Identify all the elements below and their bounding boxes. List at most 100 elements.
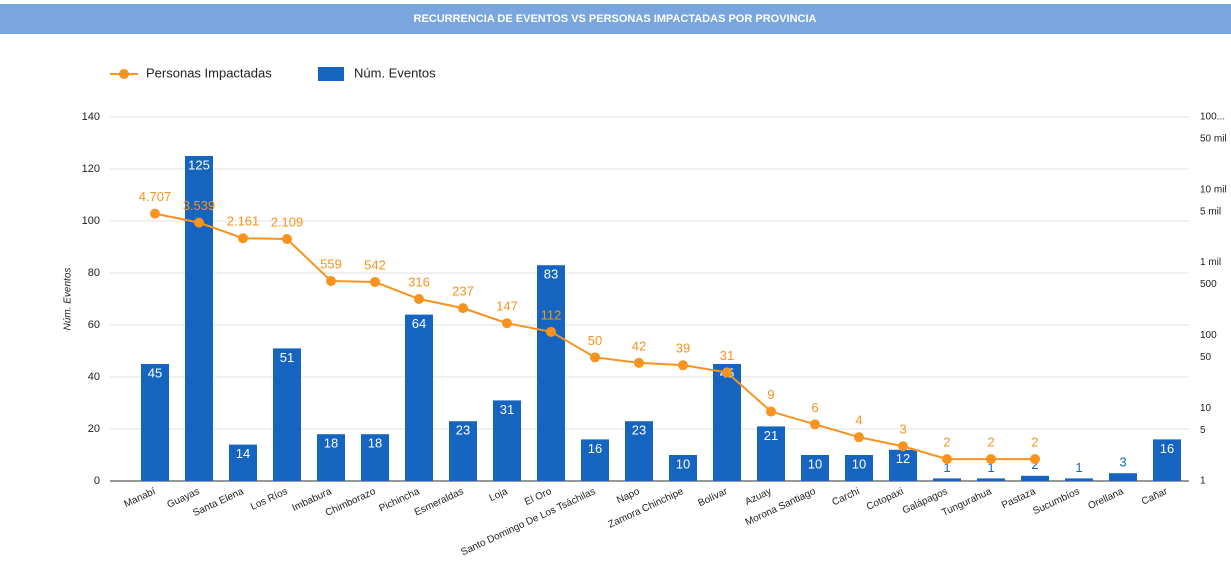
y2-tick-label: 100... [1200, 112, 1225, 123]
bar-value-label: 16 [1160, 441, 1174, 456]
bar-value-label: 10 [676, 456, 690, 471]
line-value-label: 50 [588, 333, 602, 348]
bar [1153, 439, 1181, 481]
x-tick-label: Bolívar [697, 486, 730, 509]
y-axis-label: Núm. Eventos [63, 268, 74, 331]
x-tick-label: El Oro [523, 486, 554, 508]
line-point [1030, 454, 1040, 465]
y2-tick-label: 10 [1200, 403, 1212, 414]
line-value-label: 316 [408, 274, 430, 289]
line-value-label: 4 [855, 413, 862, 428]
y2-tick-label: 5 mil [1200, 206, 1221, 217]
bar-value-label: 1 [943, 460, 950, 475]
bar-value-label: 2 [1031, 457, 1038, 472]
bar-value-label: 3 [1119, 455, 1126, 470]
line-value-label: 542 [364, 257, 386, 272]
bar [1021, 475, 1049, 481]
x-tick-label: Sucumbíos [1031, 486, 1081, 517]
x-tick-label: Loja [488, 486, 510, 504]
bar-value-label: 45 [148, 365, 162, 380]
y2-tick-label: 50 [1200, 352, 1212, 363]
bar-value-label: 64 [412, 316, 426, 331]
line-point [150, 208, 160, 219]
legend-swatch [318, 67, 344, 81]
line-point [370, 276, 380, 287]
bar [537, 265, 565, 481]
line-point [678, 360, 688, 371]
bar [713, 364, 741, 481]
x-tick-label: Azuay [744, 486, 774, 508]
x-tick-label: Esmeraldas [413, 486, 466, 518]
line-point [766, 406, 776, 417]
line-point [546, 326, 556, 337]
bar-value-label: 18 [368, 436, 382, 451]
bar [889, 449, 917, 481]
y2-tick-label: 10 mil [1200, 184, 1227, 195]
y-tick-label: 140 [82, 111, 100, 123]
bar-value-label: 1 [987, 460, 994, 475]
bar [493, 400, 521, 481]
line-point [986, 454, 996, 465]
y-tick-label: 100 [82, 215, 100, 227]
line-value-label: 112 [541, 307, 562, 322]
x-tick-label: Chimborazo [324, 486, 378, 519]
line-point [810, 419, 820, 430]
bar-value-label: 125 [188, 157, 210, 172]
bar [405, 314, 433, 481]
bar [229, 444, 257, 481]
line-value-label: 4.707 [139, 189, 172, 204]
line-point [898, 441, 908, 452]
line-value-label: 6 [811, 400, 818, 415]
x-tick-label: Cotopaxi [865, 486, 905, 513]
y2-tick-label: 1 [1200, 476, 1206, 487]
y2-tick-label: 1 mil [1200, 257, 1221, 268]
line-point [194, 217, 204, 228]
line-point [326, 275, 336, 286]
x-tick-label: Tungurahua [940, 486, 994, 519]
x-tick-label: Cañar [1140, 486, 1170, 508]
line-point [238, 233, 248, 244]
legend-marker [119, 69, 129, 79]
bar [625, 421, 653, 481]
bar-value-label: 10 [852, 456, 866, 471]
line-value-label: 31 [720, 348, 734, 363]
bar [757, 426, 785, 481]
title-band [0, 4, 1231, 34]
line-point [722, 367, 732, 378]
line-value-label: 3.539 [183, 198, 216, 213]
bar [669, 455, 697, 481]
line-value-label: 2 [987, 435, 994, 450]
line-point [414, 294, 424, 305]
line-value-label: 2.109 [271, 214, 304, 229]
y2-tick-label: 100 [1200, 330, 1217, 341]
bar [1065, 478, 1093, 481]
line-point [282, 234, 292, 245]
line-value-label: 3 [899, 422, 906, 437]
line-value-label: 2 [943, 435, 950, 450]
chart-title: RECURRENCIA DE EVENTOS VS PERSONAS IMPAC… [414, 13, 817, 25]
bar [933, 478, 961, 481]
line-value-label: 39 [676, 341, 690, 356]
bar [581, 439, 609, 481]
line-value-label: 2.161 [227, 214, 260, 229]
y-tick-label: 120 [82, 163, 100, 175]
bar [449, 421, 477, 481]
bar [361, 434, 389, 481]
bar [801, 455, 829, 481]
bar-value-label: 18 [324, 436, 338, 451]
y-tick-label: 0 [94, 475, 100, 487]
line-point [634, 357, 644, 368]
bar-value-label: 21 [764, 428, 778, 443]
bar-value-label: 12 [896, 451, 910, 466]
bar-value-label: 23 [456, 423, 470, 438]
legend-label: Personas Impactadas [146, 65, 272, 80]
line-value-label: 42 [632, 338, 646, 353]
x-tick-label: Zamora Chinchipe [607, 486, 686, 531]
x-tick-label: Orellana [1086, 486, 1125, 512]
x-tick-label: Los Ríos [249, 486, 289, 513]
line-value-label: 9 [767, 387, 774, 402]
bar [317, 434, 345, 481]
x-tick-label: Napo [615, 486, 642, 506]
y-tick-label: 40 [88, 371, 100, 383]
